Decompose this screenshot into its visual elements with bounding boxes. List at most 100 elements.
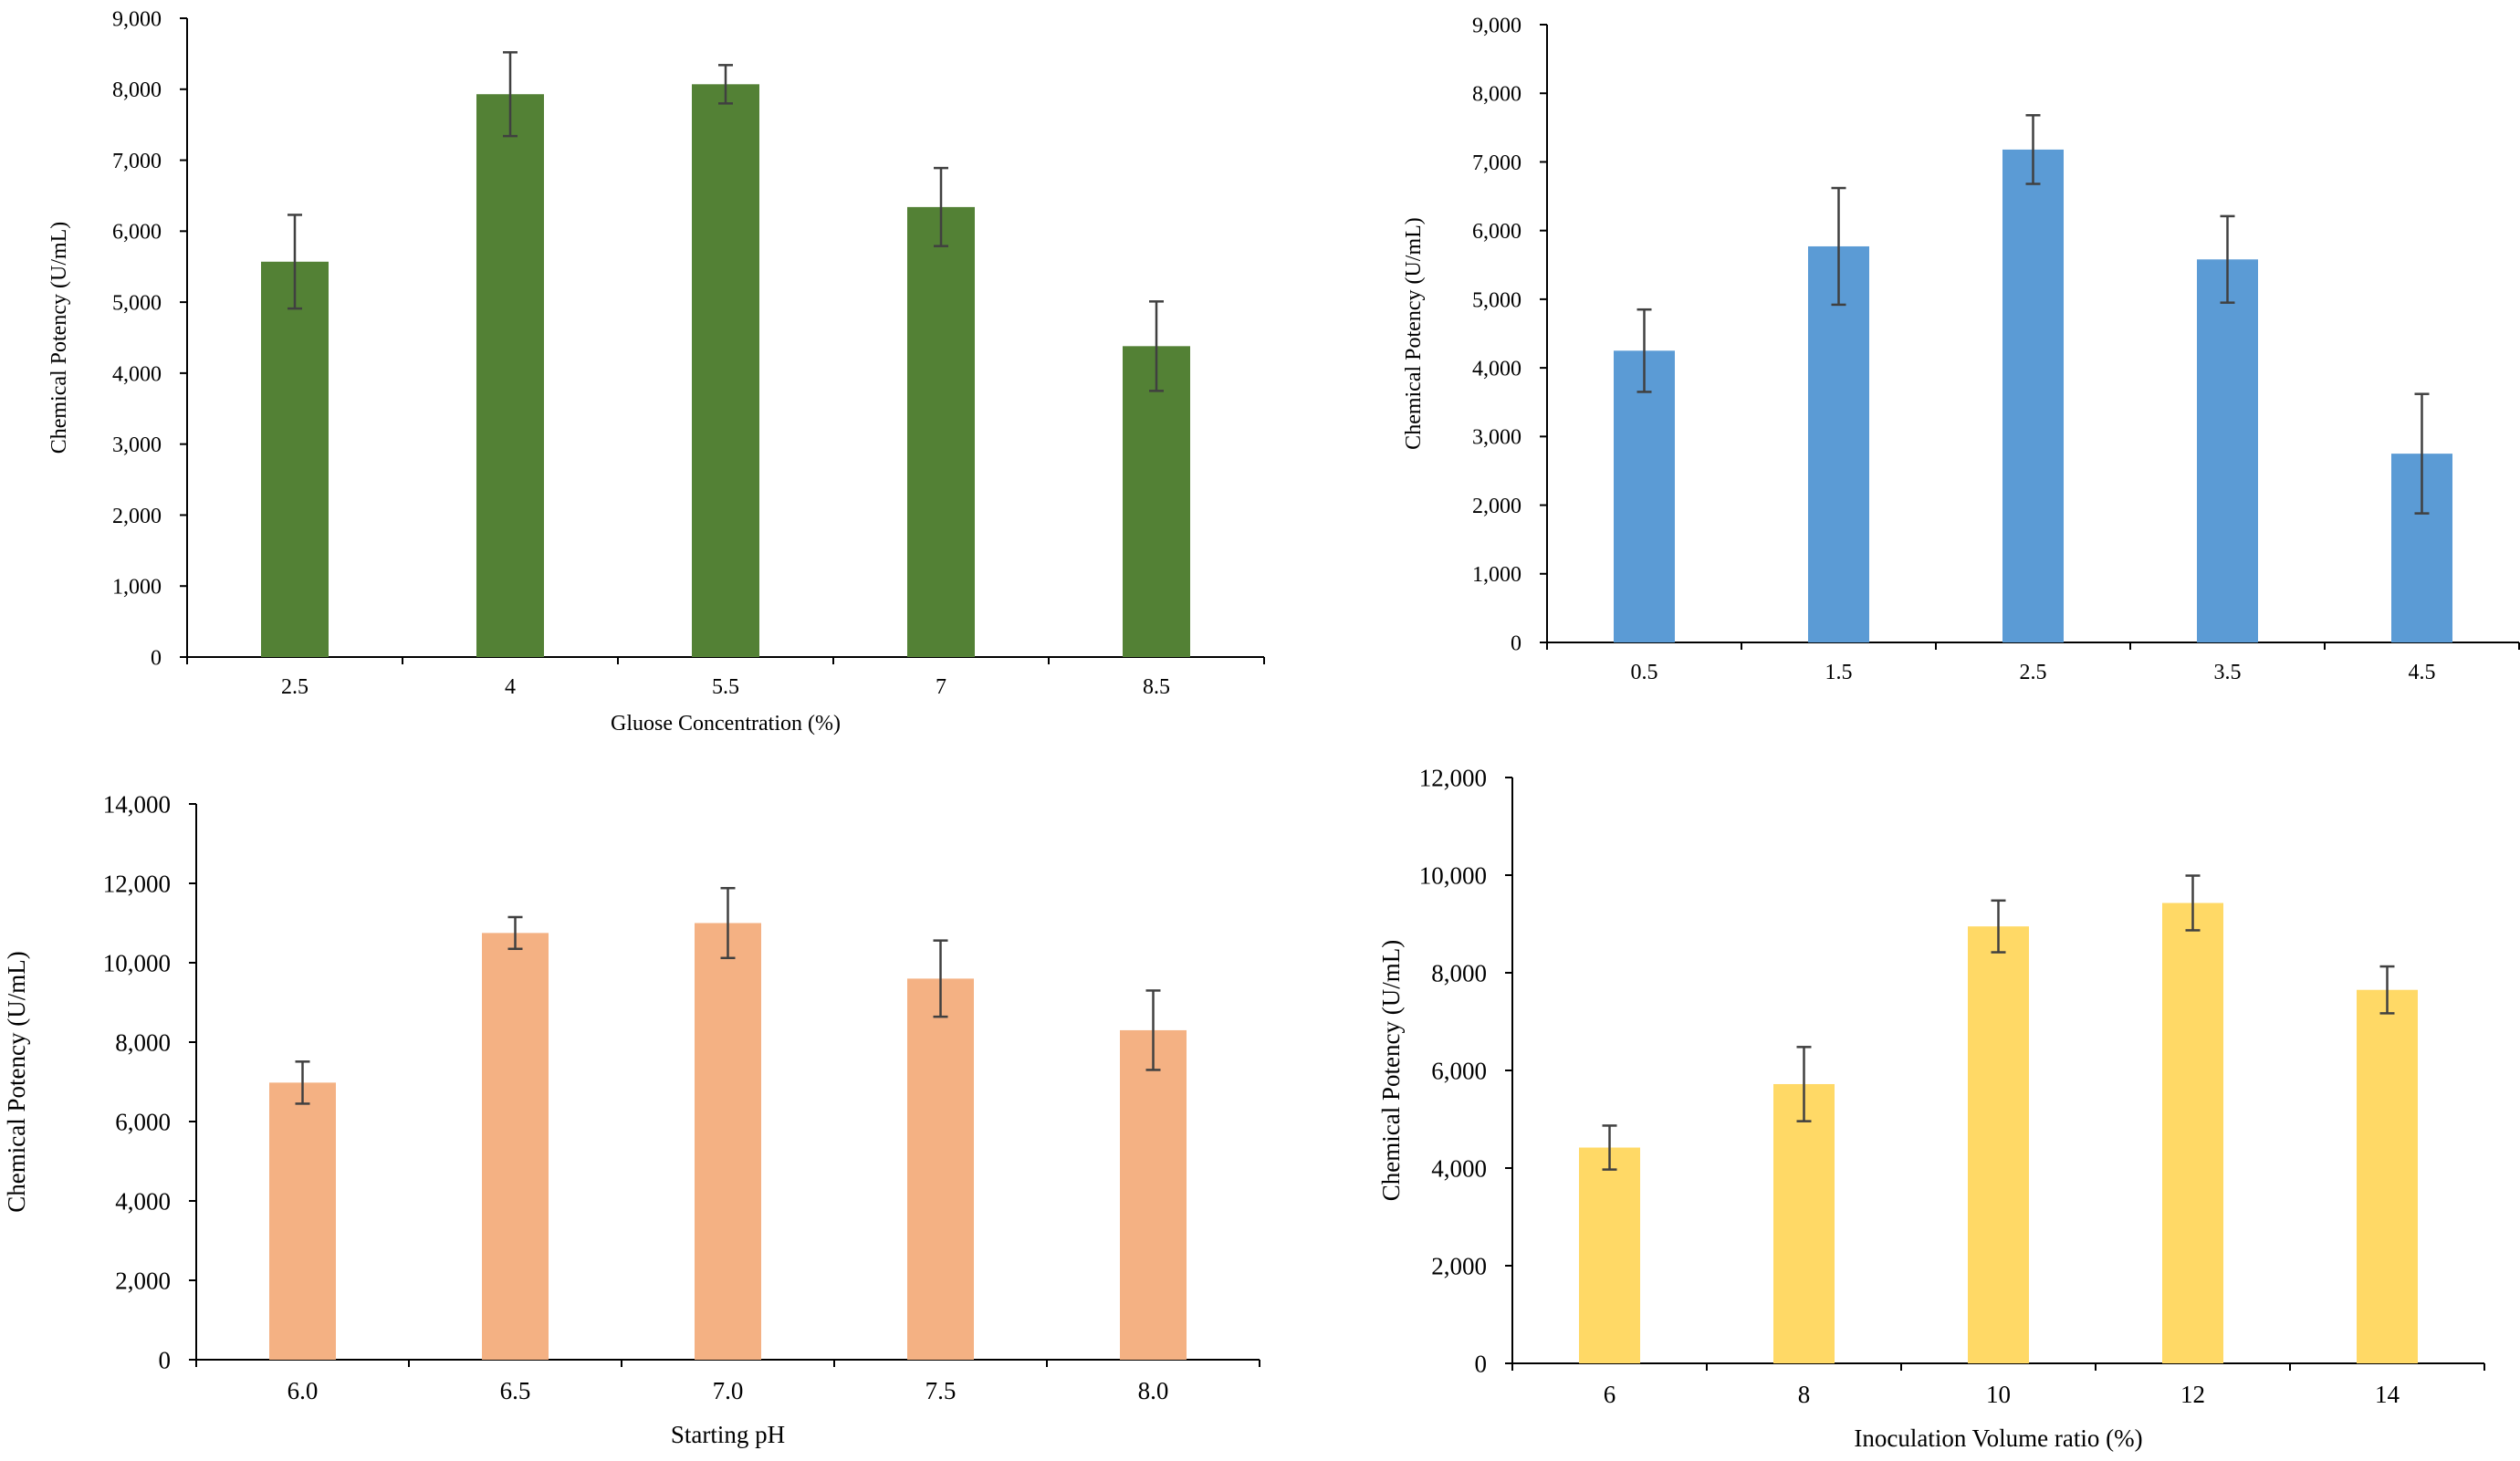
error-bar: [1636, 308, 1652, 393]
bar: [2162, 903, 2223, 1363]
x-tick-label: 6.5: [500, 1377, 531, 1404]
bar: [695, 923, 761, 1360]
y-tick-label: 5,000: [1472, 288, 1521, 312]
x-tick-label: 5.5: [712, 675, 739, 699]
bar: [482, 933, 549, 1360]
x-tick-label: 4.5: [2409, 661, 2436, 684]
y-tick-label: 4,000: [112, 362, 162, 386]
y-tick-label: 7,000: [1472, 151, 1521, 175]
y-tick-label: 8,000: [112, 78, 162, 102]
y-tick-label: 1,000: [112, 576, 162, 600]
error-bar: [1149, 300, 1164, 392]
error-bar: [503, 51, 518, 138]
bar: [261, 261, 329, 657]
y-tick-label: 5,000: [112, 292, 162, 316]
y-tick-label: 4,000: [115, 1187, 171, 1215]
x-tick-label: 7.0: [713, 1377, 744, 1404]
bar: [1120, 1029, 1187, 1360]
y-tick-label: 8,000: [1431, 959, 1487, 986]
y-tick-label: 0: [1511, 631, 1521, 655]
error-bar: [2025, 114, 2041, 185]
bar: [2357, 989, 2418, 1363]
x-axis-title: Starting pH: [671, 1421, 785, 1448]
bar: [692, 84, 759, 658]
bar: [1614, 350, 1675, 642]
y-tick-label: 0: [151, 646, 162, 670]
y-tick-label: 6,000: [1472, 220, 1521, 244]
error-bar: [1991, 899, 2006, 954]
panel-starting-ph: 0 2,000 4,000 6,000 8,000 10,000 12,000 14,000 6…: [3, 790, 1260, 1448]
bar: [1579, 1147, 1640, 1363]
y-tick-label: 10,000: [1419, 861, 1487, 889]
x-axis-title: Gluose Concentration (%): [611, 712, 841, 736]
bar: [1808, 245, 1869, 642]
x-tick-label: 7: [936, 675, 946, 699]
y-tick-label: 0: [159, 1346, 172, 1373]
bar: [907, 978, 974, 1360]
y-tick-label: 1,000: [1472, 563, 1521, 587]
x-tick-label: 3.5: [2214, 661, 2242, 684]
x-tick-label: 6: [1604, 1381, 1616, 1408]
y-tick-label: 6,000: [1431, 1057, 1487, 1084]
error-bar: [2379, 965, 2395, 1015]
bar: [2002, 149, 2064, 643]
y-tick-label: 9,000: [1472, 14, 1521, 37]
y-tick-label: 9,000: [112, 7, 162, 31]
x-tick-label: 10: [1986, 1381, 2011, 1408]
bar: [269, 1082, 336, 1360]
y-tick-label: 3,000: [112, 433, 162, 457]
y-tick-label: 8,000: [1472, 83, 1521, 107]
bar: [1123, 346, 1190, 657]
bar: [1773, 1083, 1835, 1363]
x-tick-label: 8.5: [1143, 675, 1170, 699]
error-bar: [720, 886, 736, 960]
x-tick-label: 8: [1798, 1381, 1811, 1408]
y-tick-label: 6,000: [112, 221, 162, 245]
error-bar: [718, 64, 733, 105]
y-tick-label: 2,000: [1472, 495, 1521, 518]
panel-inoculation-volume: 0 2,000 4,000 6,000 8,000 10,000 12,000 6 8 10 12 1…: [1377, 764, 2485, 1452]
y-axis-title: Chemical Potency (U/mL): [3, 951, 30, 1212]
error-bar: [288, 214, 302, 310]
x-tick-label: 8.0: [1138, 1377, 1169, 1404]
y-tick-label: 4,000: [1431, 1154, 1487, 1182]
error-bar: [2220, 214, 2235, 304]
x-tick-label: 14: [2375, 1381, 2400, 1408]
error-bar: [2414, 392, 2430, 515]
panel-glucose-concentration: 0 1,000 2,000 3,000 4,000 5,000 6,000 7,000 8,00…: [47, 7, 1265, 736]
bar: [907, 206, 975, 657]
error-bar: [934, 166, 948, 247]
bar: [2197, 259, 2258, 642]
error-bar: [295, 1060, 310, 1105]
y-axis-title: Chemical Potency (U/mL): [1377, 940, 1405, 1201]
error-bar: [1145, 989, 1161, 1071]
x-tick-label: 2.5: [2020, 661, 2047, 684]
panel-top-right: 0 1,000 2,000 3,000 4,000 5,000 6,000 7,000 8,00…: [1402, 14, 2520, 684]
x-tick-label: 0.5: [1631, 661, 1658, 684]
x-tick-label: 1.5: [1825, 661, 1853, 684]
y-tick-label: 4,000: [1472, 358, 1521, 381]
y-tick-label: 3,000: [1472, 426, 1521, 450]
y-axis-title: Chemical Potency (U/mL): [1402, 217, 1426, 450]
error-bar: [1602, 1124, 1617, 1171]
bar: [476, 94, 544, 657]
y-tick-label: 2,000: [112, 505, 162, 528]
error-bar: [507, 915, 523, 951]
bar: [1968, 926, 2029, 1363]
x-tick-label: 7.5: [925, 1377, 957, 1404]
x-tick-label: 4: [505, 675, 516, 699]
x-tick-label: 6.0: [288, 1377, 319, 1404]
y-tick-label: 12,000: [1419, 764, 1487, 791]
y-tick-label: 2,000: [115, 1267, 171, 1294]
y-tick-label: 14,000: [103, 790, 171, 818]
error-bar: [1831, 186, 1846, 307]
x-tick-label: 2.5: [281, 675, 308, 699]
y-axis-title: Chemical Potency (U/mL): [47, 222, 71, 454]
y-tick-label: 0: [1475, 1350, 1488, 1377]
x-tick-label: 12: [2180, 1381, 2205, 1408]
y-tick-label: 6,000: [115, 1108, 171, 1135]
y-tick-label: 2,000: [1431, 1252, 1487, 1279]
y-tick-label: 8,000: [115, 1028, 171, 1056]
x-axis-title: Inoculation Volume ratio (%): [1854, 1424, 2142, 1452]
